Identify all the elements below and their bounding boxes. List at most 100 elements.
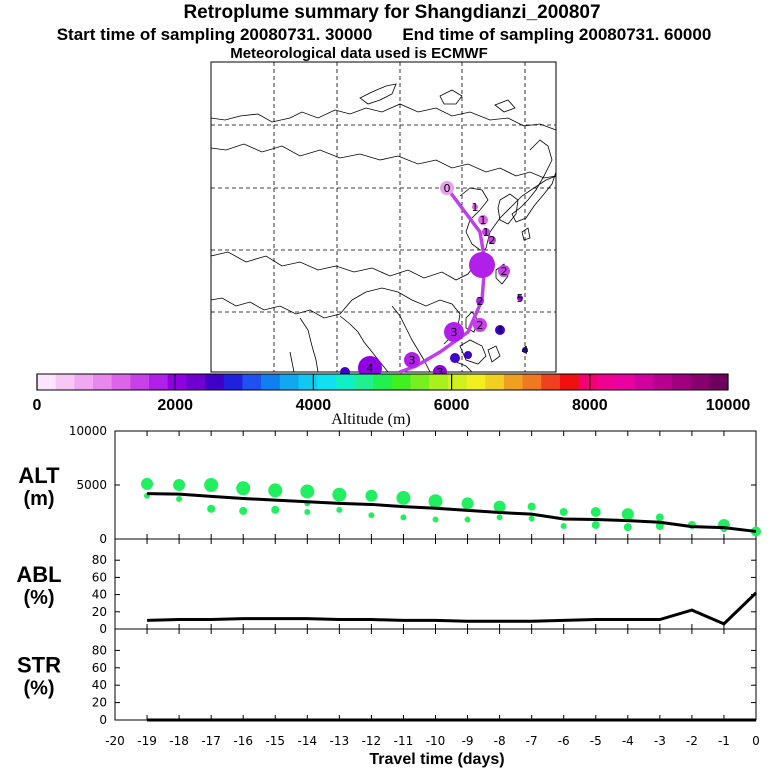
chart-title: Retroplume summary for Shangdianzi_20080… [183, 2, 601, 23]
alt-scatter-point [207, 504, 216, 513]
colorbar-swatch [503, 374, 524, 390]
colorbar-swatch [410, 374, 430, 390]
alt-scatter-point [493, 500, 506, 513]
colorbar-tick-label: 2000 [157, 397, 193, 414]
plume-day-label: 3 [409, 354, 416, 367]
plume-cluster [440, 181, 454, 195]
panel-ylabel-bottom: (m) [23, 488, 54, 510]
plume-cluster [404, 352, 420, 368]
colorbar-swatch [671, 374, 692, 390]
plume-day-label: 4 [497, 324, 504, 337]
x-tick-label: -16 [233, 734, 253, 748]
y-tick-label: 40 [92, 678, 107, 692]
sampling-times: Start time of sampling 20080731. 30000 En… [0, 25, 768, 45]
x-tick-label: -4 [622, 734, 634, 748]
colorbar-swatch [522, 374, 542, 390]
alt-scatter-point [559, 508, 568, 516]
alt-scatter-point [176, 496, 183, 503]
alt-scatter-point [204, 478, 219, 492]
colorbar-tick-label: 8000 [572, 397, 608, 414]
panel-frame [114, 538, 757, 630]
colorbar-swatch [111, 374, 131, 390]
alt-scatter-point [332, 487, 347, 502]
plume-cluster-large [469, 252, 495, 278]
panel-ylabel-top: ABL [16, 562, 61, 587]
abl-line [147, 591, 758, 626]
plume-cluster [482, 228, 490, 236]
plume-day-label: 1 [480, 214, 487, 227]
panel-ylabel-top: ALT [18, 463, 60, 488]
x-tick-label: -20 [105, 734, 125, 748]
colorbar-swatch [373, 374, 393, 390]
plume-day-label: 4 [522, 344, 529, 357]
colorbar-swatch [74, 374, 94, 390]
alt-scatter-point [591, 520, 600, 529]
x-tick-label: -7 [526, 734, 538, 748]
x-tick-label: -14 [297, 734, 317, 748]
alt-scatter-point [396, 490, 411, 505]
colorbar-tick-label: 0 [33, 397, 42, 414]
alt-scatter-point [428, 494, 443, 509]
x-tick-label: -17 [201, 734, 221, 748]
start-time-label: Start time of sampling 20080731. 30000 [56, 25, 373, 44]
x-axis: -20 -19 -18 -17 -16 -15 -14 -13 -12 -11 -10 -9 -8 -7-… [105, 734, 760, 768]
colorbar-swatch [186, 374, 206, 390]
colorbar-swatch [93, 374, 113, 390]
colorbar-swatch [354, 374, 374, 390]
y-tick-label: 40 [92, 588, 107, 602]
panel-ylabel-bottom: (%) [23, 587, 54, 609]
plume-cluster [517, 295, 523, 301]
x-tick-label: -15 [265, 734, 285, 748]
x-tick-label: -12 [362, 734, 382, 748]
plume-day-label: 1 [472, 201, 479, 214]
x-tick-label: -1 [718, 734, 730, 748]
panel-alt: ALT(m) 10000 5000 0 [18, 424, 761, 546]
alt-scatter-point [621, 508, 634, 521]
alt-median-line [147, 492, 757, 533]
colorbar-swatch [559, 374, 580, 390]
plume-day-label: 1 [483, 226, 490, 239]
x-tick-label: 0 [752, 734, 760, 748]
x-axis-title: Travel time (days) [369, 751, 504, 768]
x-tick-label: -13 [330, 734, 350, 748]
alt-scatter-point [239, 506, 248, 515]
colorbar-ticks: 0 2000 4000 6000 8000 10000 [33, 374, 751, 414]
plume-cluster [476, 297, 484, 305]
end-time-label: End time of sampling 20080731. 60000 [402, 25, 712, 44]
x-tick-label: -5 [590, 734, 602, 748]
alt-scatter-point [271, 505, 280, 514]
plume-day-label: 3 [437, 366, 444, 379]
colorbar-swatch [391, 374, 412, 390]
colorbar-swatch [615, 374, 636, 390]
colorbar-tick-label: 4000 [296, 397, 332, 414]
colorbar-swatch [298, 374, 318, 390]
colorbar-tick-label: 10000 [706, 397, 751, 414]
alt-scatter-point [141, 477, 154, 490]
colorbar-swatch [447, 374, 468, 390]
y-tick-label: 10000 [69, 424, 107, 438]
panel-str: STR(%) 80 60 40 20 0 [17, 628, 757, 727]
x-tick-label: -10 [426, 734, 446, 748]
colorbar-swatch [261, 374, 281, 390]
altitude-colorbar: 0 2000 4000 6000 8000 10000 Altitude (m) [33, 373, 751, 428]
time-series-panels: ALT(m)1000050000ABL(%)806040200STR(%)806… [16, 424, 761, 768]
map-coastlines [210, 83, 557, 373]
x-tick-label: -2 [686, 734, 698, 748]
colorbar-swatch [149, 374, 169, 390]
colorbar-swatch [167, 374, 187, 390]
x-tick-label: -8 [494, 734, 506, 748]
colorbar-swatch [205, 374, 225, 390]
alt-scatter-point [400, 514, 407, 521]
colorbar-swatch [317, 374, 337, 390]
alt-scatter-point [304, 509, 311, 515]
x-tick-label: -9 [462, 734, 474, 748]
alt-scatter-point [590, 507, 601, 517]
plume-cluster [522, 347, 528, 353]
y-tick-label: 80 [92, 553, 107, 567]
colorbar-swatch [634, 374, 654, 390]
plume-day-label: 4 [367, 362, 374, 375]
colorbar-swatch [242, 374, 262, 390]
alt-scatter-point [464, 516, 471, 523]
